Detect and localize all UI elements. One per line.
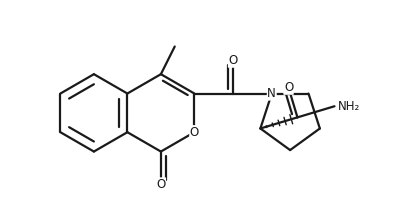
Text: O: O	[156, 178, 166, 191]
Text: O: O	[284, 81, 293, 94]
Text: N: N	[267, 87, 276, 100]
Text: NH₂: NH₂	[338, 100, 360, 113]
Text: O: O	[190, 126, 199, 139]
Text: O: O	[228, 54, 238, 67]
